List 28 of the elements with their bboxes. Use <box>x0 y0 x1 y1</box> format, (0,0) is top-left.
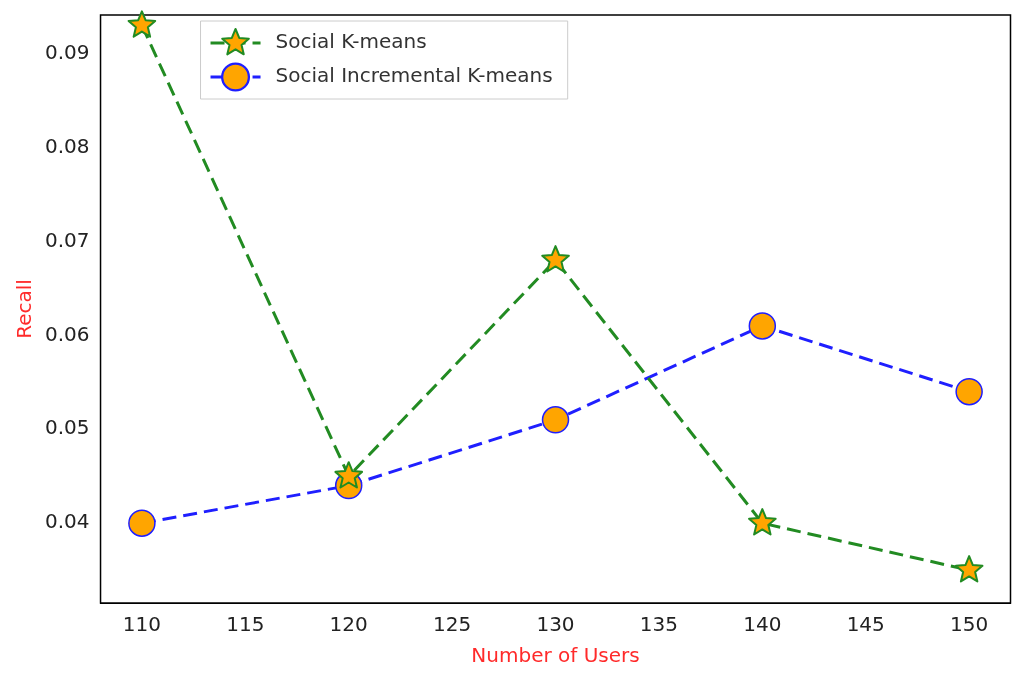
x-axis-title: Number of Users <box>471 643 640 668</box>
x-tick-label: 145 <box>846 612 885 637</box>
x-tick-label: 115 <box>226 612 265 637</box>
legend-label: Social Incremental K-means <box>275 63 553 88</box>
x-tick-label: 110 <box>122 612 161 637</box>
x-tick-label: 150 <box>950 612 989 637</box>
x-tick-label: 130 <box>536 612 575 637</box>
x-tick-label: 125 <box>433 612 472 637</box>
x-tick-label: 135 <box>639 612 679 637</box>
point <box>128 509 156 537</box>
y-tick-label: 0.08 <box>45 133 90 158</box>
point <box>334 461 364 489</box>
point <box>748 312 777 340</box>
point <box>954 555 984 583</box>
point <box>955 377 983 406</box>
point <box>541 245 570 273</box>
y-tick-label: 0.05 <box>45 415 90 440</box>
y-tick-label: 0.07 <box>45 227 90 252</box>
point <box>748 508 777 536</box>
y-tick-label: 0.04 <box>45 509 90 534</box>
x-tick-label: 120 <box>329 612 368 637</box>
y-tick-label: 0.06 <box>45 321 90 346</box>
x-tick-label: 140 <box>743 612 782 637</box>
point <box>541 406 570 434</box>
y-axis-title: Recall <box>12 279 37 339</box>
y-tick-label: 0.09 <box>45 39 90 64</box>
legend-label: Social K-means <box>275 29 427 54</box>
point <box>127 10 157 38</box>
